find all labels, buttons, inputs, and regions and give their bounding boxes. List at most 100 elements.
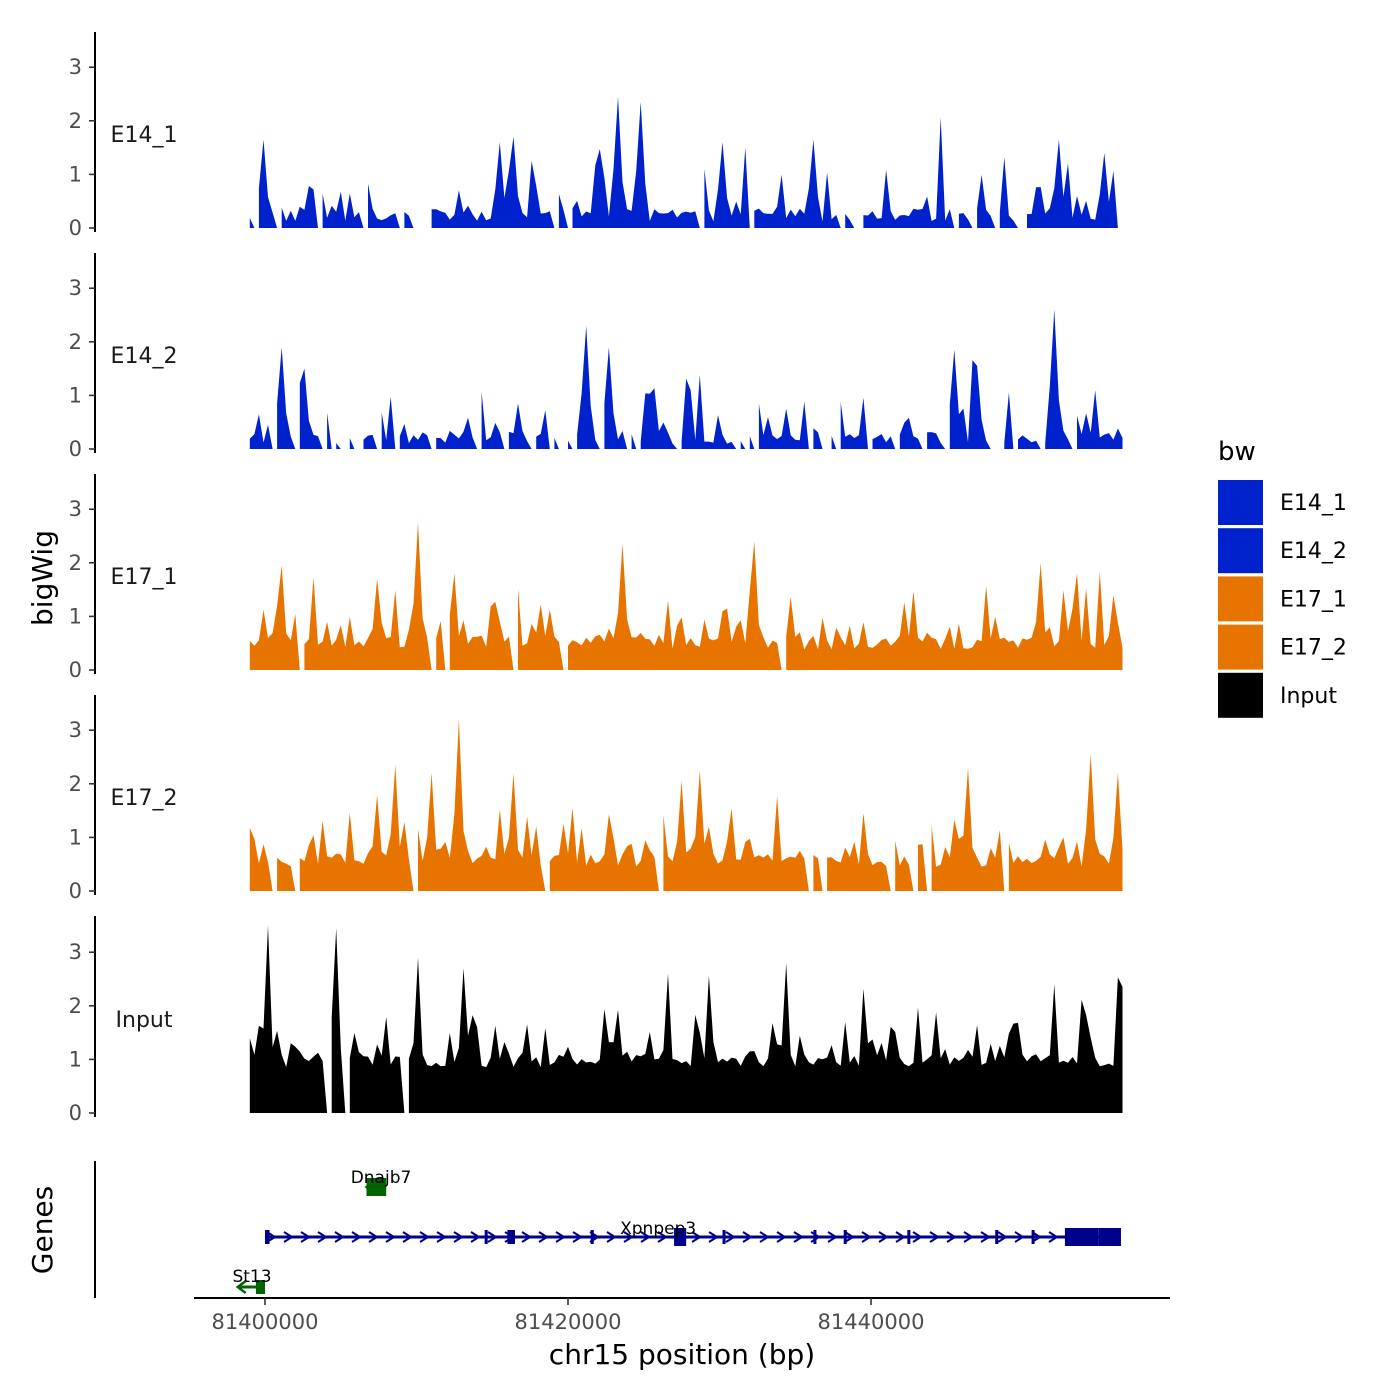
strand-chevron [657,1231,668,1243]
y-tick-label: 3 [69,55,82,79]
strand-chevron [300,1231,311,1243]
y-tick-label: 1 [69,162,82,186]
strand-chevron [895,1231,906,1243]
gene-exon [1031,1230,1035,1244]
y-tick-label: 1 [69,383,82,407]
y-tick-label: 3 [69,497,82,521]
gene-st13: St13 [232,1267,272,1294]
y-tick-label: 0 [69,658,82,682]
strand-chevron [470,1231,481,1243]
strand-chevron [1014,1231,1025,1243]
strand-chevron [419,1231,430,1243]
gene-label: St13 [232,1267,271,1287]
strand-chevron [334,1231,345,1243]
x-axis-title: chr15 position (bp) [549,1338,815,1371]
gene-exon [484,1230,488,1244]
gene-exon [907,1230,911,1244]
y-tick-label: 3 [69,276,82,300]
legend-swatch [1218,624,1263,670]
gene-exon [366,1178,387,1196]
gene-dnajb7: Dnajb7 [351,1168,412,1196]
strand-chevron [1048,1231,1059,1243]
legend-swatch [1218,672,1263,718]
y-tick-label: 3 [69,718,82,742]
strand-chevron [538,1231,549,1243]
track-label: E14_1 [111,123,178,148]
track-label: E17_1 [111,565,178,590]
legend-entry-input: Input [1218,672,1337,718]
genes-axis-title: Genes [26,1186,59,1274]
x-tick-label: 81420000 [515,1310,622,1334]
track-e14-2: 0 1 2 3 E14_2 [69,253,1123,461]
coverage-tracks: 0 1 2 3 E14_1 0 1 2 3 E14_2 0 1 2 3 E17_1 0 1 2 3 E17_2 0 1 2 3… [69,32,1123,1125]
legend-title: bw [1218,437,1256,467]
gene-exon [843,1230,847,1244]
y-tick-label: 0 [69,1101,82,1125]
legend: bw E14_1 E14_2 E17_1 E17_2 Input [1218,437,1347,718]
legend-label: E17_1 [1280,587,1347,612]
strand-chevron [436,1231,447,1243]
legend-entry-e14-2: E14_2 [1218,528,1347,574]
x-axis: 81400000 81420000 81440000 [194,1297,1170,1334]
y-tick-label: 0 [69,216,82,240]
strand-chevron [453,1231,464,1243]
strand-chevron [844,1231,855,1243]
track-e17-1: 0 1 2 3 E17_1 [69,474,1123,682]
y-tick-label: 0 [69,879,82,903]
track-label: E17_2 [111,786,178,811]
y-tick-label: 2 [69,994,82,1018]
y-tick-label: 1 [69,604,82,628]
y-tick-label: 1 [69,1047,82,1071]
x-tick-label: 81440000 [818,1310,925,1334]
y-tick-label: 2 [69,330,82,354]
track-e14-1: 0 1 2 3 E14_1 [69,32,1118,240]
legend-label: E17_2 [1280,636,1347,661]
gene-exon [995,1230,999,1244]
legend-label: Input [1280,684,1337,709]
legend-entry-e14-1: E14_1 [1218,480,1347,525]
y-tick-label: 1 [69,825,82,849]
coverage-area [249,309,1123,449]
strand-chevron [521,1231,532,1243]
gene-models: Dnajb7 Xpnpep3 St13 [232,1168,1121,1294]
strand-chevron [827,1231,838,1243]
track-input: 0 1 2 3 Input [69,916,1123,1125]
legend-swatch [1218,528,1263,574]
legend-entry-e17-2: E17_2 [1218,624,1347,670]
gene-label: Xpnpep3 [620,1219,696,1239]
gene-exon [722,1230,726,1244]
gene-exon [1098,1228,1121,1246]
gene-exon [590,1230,594,1244]
strand-chevron [691,1231,702,1243]
gene-exon [813,1230,817,1244]
x-tick-label: 81400000 [212,1310,319,1334]
strand-chevron [980,1231,991,1243]
coverage-area [249,522,1123,670]
x-axis-ticks: 81400000 81420000 81440000 [212,1298,925,1334]
gene-exon [1064,1228,1099,1246]
strand-arrow [235,1280,247,1294]
y-tick-label: 2 [69,109,82,133]
strand-chevron [725,1231,736,1243]
strand-chevron [708,1231,719,1243]
y-tick-label: 3 [69,940,82,964]
legend-entries: E14_1 E14_2 E17_1 E17_2 Input [1218,480,1347,718]
strand-chevron [402,1231,413,1243]
legend-label: E14_1 [1280,491,1347,516]
legend-swatch [1218,480,1263,525]
strand-chevron [317,1231,328,1243]
strand-chevron [368,1231,379,1243]
coverage-area [249,719,1123,891]
strand-chevron [946,1231,957,1243]
strand-chevron [351,1231,362,1243]
strand-chevron [742,1231,753,1243]
gene-exon [265,1230,270,1244]
coverage-area [249,96,1118,228]
strand-chevron [963,1231,974,1243]
gene-label: Dnajb7 [351,1168,412,1188]
strand-chevron [640,1231,651,1243]
strand-chevron [997,1231,1008,1243]
strand-chevron [912,1231,923,1243]
y-tick-label: 0 [69,437,82,461]
